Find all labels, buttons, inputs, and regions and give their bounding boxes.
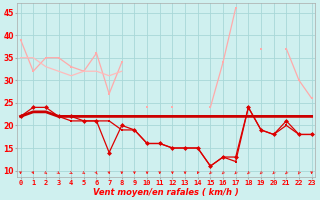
X-axis label: Vent moyen/en rafales ( km/h ): Vent moyen/en rafales ( km/h ) <box>93 188 239 197</box>
